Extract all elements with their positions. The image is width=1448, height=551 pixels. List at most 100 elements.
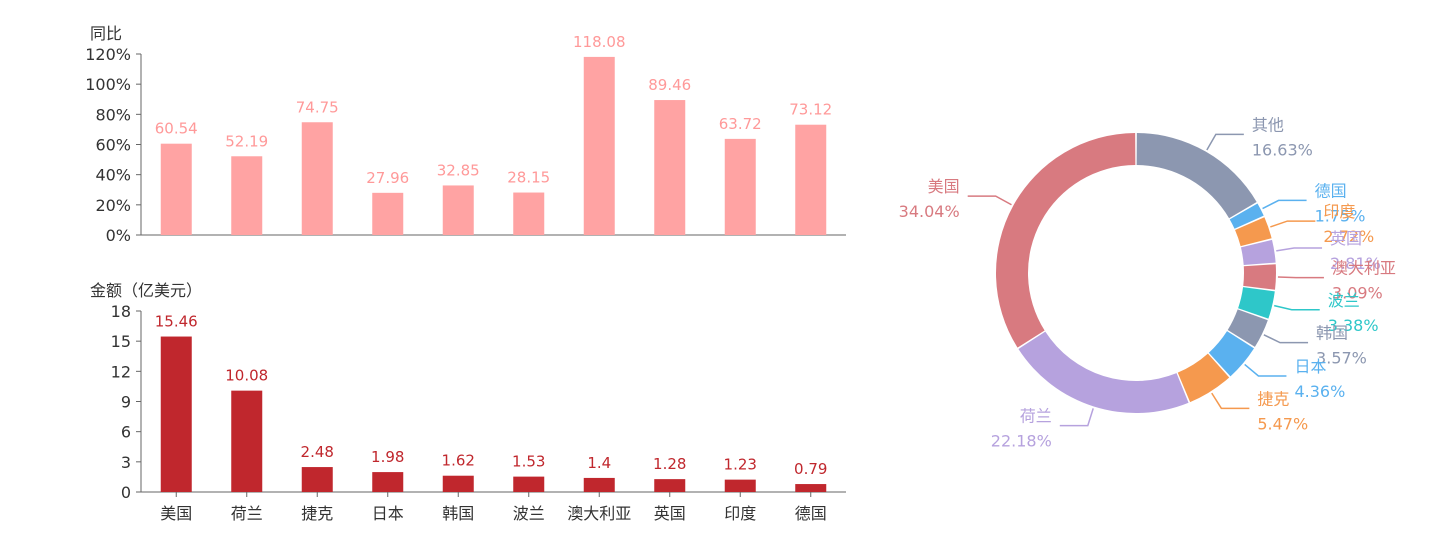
bar-value-label: 1.23 [724,456,757,474]
donut-slice [1136,133,1257,219]
bar-value-label: 74.75 [296,98,339,116]
bar-value-label: 28.15 [507,169,550,187]
y-tick-label: 15 [111,332,131,351]
bar [231,156,263,235]
bar-value-label: 60.54 [155,120,198,138]
y-tick-label: 3 [121,453,131,472]
bar-value-label: 2.48 [301,443,334,461]
bar [795,124,827,235]
bar [231,390,263,492]
bar [301,467,333,492]
slice-name-label: 美国 [928,177,960,196]
x-tick-label: 韩国 [442,504,474,523]
leader-line [1262,199,1307,210]
donut-slice [1235,217,1272,247]
bar [583,477,615,492]
bar [372,192,404,235]
x-tick-label: 日本 [372,504,404,523]
y-tick-label: 18 [111,302,131,321]
yoy-bar-chart: 同比 0% 20% 40% 60% 80% 100% 120% 60.54 52.19 74.75 2… [85,24,846,245]
donut-slice [1240,239,1276,265]
donut-slice [1238,287,1275,319]
y-tick-label: 120% [85,45,131,64]
bar-value-label: 63.72 [719,115,762,133]
y-axis-title: 同比 [90,24,122,43]
slice-percent-label: 34.04% [899,202,960,221]
donut-slice [1243,264,1276,290]
leader-line [967,195,1012,206]
slice-name-label: 英国 [1330,229,1362,248]
leader-line [1274,304,1320,311]
leader-line [1277,276,1324,279]
leader-line [1276,247,1323,252]
bar [372,472,404,492]
slice-percent-label: 3.57% [1316,349,1367,368]
x-tick-label: 澳大利亚 [567,504,631,523]
leader-line [1059,408,1094,427]
x-tick-label: 德国 [795,504,827,523]
bar [654,100,686,235]
slice-percent-label: 1.75% [1315,206,1366,225]
slice-name-label: 其他 [1252,115,1284,134]
slice-percent-label: 22.18% [991,432,1052,451]
slice-name-label: 德国 [1315,181,1347,200]
bar-value-label: 73.12 [789,101,832,119]
amount-bar-chart: 金额（亿美元） 0 3 6 9 12 15 18 15.46 美国 10.08 荷兰 2.48 捷克 1.9… [90,281,846,523]
slice-percent-label: 3.38% [1328,316,1379,335]
slice-name-label: 波兰 [1328,291,1360,310]
donut-slice [996,133,1136,348]
bar-value-label: 32.85 [437,161,480,179]
slice-name-label: 荷兰 [1020,407,1052,426]
bar [442,185,474,235]
bar-value-label: 0.79 [794,460,827,478]
leader-line [1206,133,1244,151]
bar-value-label: 15.46 [155,313,198,331]
y-tick-label: 40% [95,166,131,185]
y-tick-label: 6 [121,423,131,442]
x-tick-label: 美国 [160,504,192,523]
slice-percent-label: 4.36% [1294,382,1345,401]
donut-slice [1177,353,1230,403]
leader-line [1270,220,1316,228]
slice-name-label: 捷克 [1257,389,1289,408]
donut-slice [1229,203,1264,229]
slice-name-label: 韩国 [1316,324,1348,343]
bar-value-label: 118.08 [573,33,626,51]
bar [513,476,545,492]
slice-percent-label: 16.63% [1252,140,1313,159]
donut-slice [1208,331,1254,377]
bar [795,484,827,492]
y-tick-label: 20% [95,196,131,215]
donut-slice [1018,331,1189,413]
slice-name-label: 印度 [1323,202,1355,221]
y-axis-title: 金额（亿美元） [90,281,202,300]
leader-line [1244,363,1287,377]
y-tick-label: 100% [85,75,131,94]
bar [513,192,545,235]
bar [301,122,333,235]
bar [442,475,474,492]
bar-value-label: 1.98 [371,448,404,466]
bar [160,143,192,235]
y-tick-label: 80% [95,105,131,124]
share-donut-chart: 其他 16.63% 德国 1.75%印度 2.72%英国 2.81%澳大利亚 3.09%波兰… [899,115,1396,450]
bar-value-label: 89.46 [648,76,691,94]
leader-line [1211,392,1250,410]
bar-value-label: 10.08 [225,367,268,385]
y-tick-label: 9 [121,393,131,412]
bar [583,56,615,236]
bar [160,336,192,492]
slice-percent-label: 2.72% [1323,227,1374,246]
slice-name-label: 日本 [1294,357,1326,376]
y-tick-label: 60% [95,136,131,155]
x-tick-label: 捷克 [301,504,333,523]
x-tick-label: 印度 [724,504,756,523]
x-tick-label: 波兰 [513,504,545,523]
bar-value-label: 1.28 [653,455,686,473]
slice-percent-label: 5.47% [1257,414,1308,433]
bar-value-label: 52.19 [225,132,268,150]
bar [724,479,756,492]
slice-name-label: 澳大利亚 [1332,259,1396,278]
